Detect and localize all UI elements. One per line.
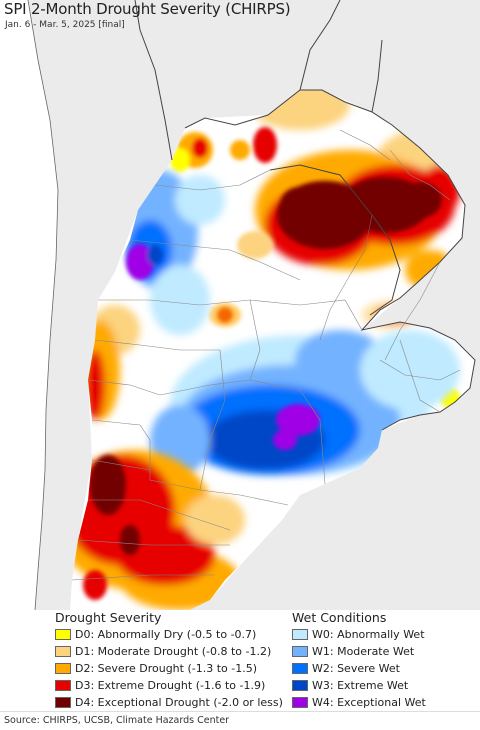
- legend: Drought Severity Wet Conditions D0: Abno…: [0, 610, 480, 710]
- d3-label: D3: Extreme Drought (-1.6 to -1.9): [75, 679, 266, 692]
- w1-swatch: [292, 646, 308, 657]
- w4-label: W4: Exceptional Wet: [312, 696, 426, 709]
- legend-item-w1: W1: Moderate Wet: [292, 644, 414, 659]
- w3-swatch: [292, 680, 308, 691]
- legend-item-w2: W2: Severe Wet: [292, 661, 400, 676]
- legend-item-d0: D0: Abnormally Dry (-0.5 to -0.7): [55, 627, 256, 642]
- w3-label: W3: Extreme Wet: [312, 679, 409, 692]
- legend-item-w3: W3: Extreme Wet: [292, 678, 408, 693]
- legend-item-w0: W0: Abnormally Wet: [292, 627, 425, 642]
- d3-swatch: [55, 680, 71, 691]
- d1-label: D1: Moderate Drought (-0.8 to -1.2): [75, 645, 272, 658]
- d0-swatch: [55, 629, 71, 640]
- d0-label: D0: Abnormally Dry (-0.5 to -0.7): [75, 628, 257, 641]
- legend-item-w4: W4: Exceptional Wet: [292, 695, 426, 710]
- wet-legend-heading: Wet Conditions: [292, 610, 387, 625]
- legend-item-d2: D2: Severe Drought (-1.3 to -1.5): [55, 661, 257, 676]
- w0-swatch: [292, 629, 308, 640]
- severity-fields: [70, 90, 465, 610]
- rivers: [319, 214, 441, 361]
- d2-label: D2: Severe Drought (-1.3 to -1.5): [75, 662, 258, 675]
- d4-label: D4: Exceptional Drought (-2.0 or less): [75, 696, 283, 709]
- drought-map: [27, 0, 480, 610]
- legend-item-d3: D3: Extreme Drought (-1.6 to -1.9): [55, 678, 265, 693]
- w0-label: W0: Abnormally Wet: [312, 628, 425, 641]
- source-credit: Source: CHIRPS, UCSB, Climate Hazards Ce…: [4, 715, 230, 726]
- d2-swatch: [55, 663, 71, 674]
- d1-swatch: [55, 646, 71, 657]
- legend-item-d4: D4: Exceptional Drought (-2.0 or less): [55, 695, 283, 710]
- footer-divider: [0, 711, 480, 712]
- w2-swatch: [292, 663, 308, 674]
- map-subtitle: Jan. 6 - Mar. 5, 2025 [final]: [5, 20, 125, 30]
- d4-swatch: [55, 697, 71, 708]
- legend-item-d1: D1: Moderate Drought (-0.8 to -1.2): [55, 644, 271, 659]
- w1-label: W1: Moderate Wet: [312, 645, 415, 658]
- pacific-coastline: [27, 0, 59, 610]
- w2-label: W2: Severe Wet: [312, 662, 400, 675]
- w4-swatch: [292, 697, 308, 708]
- national-borders: [134, 0, 476, 431]
- drought-legend-heading: Drought Severity: [55, 610, 162, 625]
- map-title: SPI 2-Month Drought Severity (CHIRPS): [4, 0, 291, 18]
- provincial-borders: [71, 129, 461, 581]
